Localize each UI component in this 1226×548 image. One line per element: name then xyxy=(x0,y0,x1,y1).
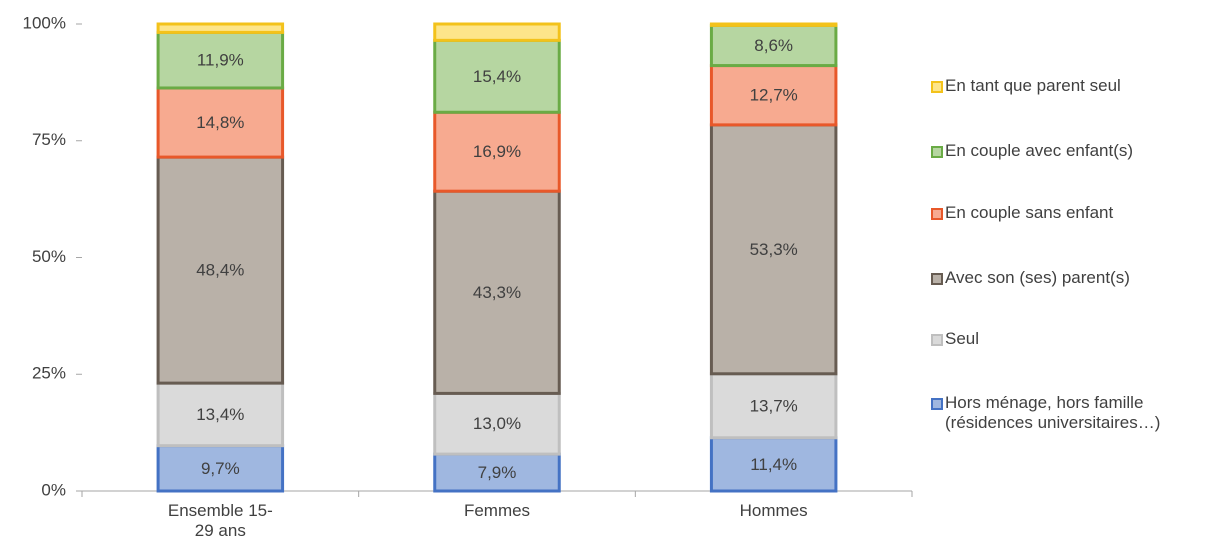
data-label: 12,7% xyxy=(750,86,798,105)
data-label: 15,4% xyxy=(473,67,521,86)
legend-label: En couple avec enfant(s) xyxy=(945,141,1134,160)
legend-label: Hors ménage, hors famille (résidences un… xyxy=(945,393,1161,432)
bar-segment xyxy=(709,436,838,493)
data-label: 48,4% xyxy=(196,261,244,280)
bar-segment xyxy=(433,110,561,193)
legend-swatch xyxy=(931,334,943,346)
legend-swatch xyxy=(931,81,943,93)
y-tick-label: 100% xyxy=(23,13,66,32)
bar-segment xyxy=(433,391,561,456)
data-label: 14,8% xyxy=(196,113,244,132)
data-label: 16,9% xyxy=(473,142,521,161)
data-label: 53,3% xyxy=(750,240,798,259)
bar-segment xyxy=(156,86,285,159)
bar-segment xyxy=(156,30,285,90)
y-tick-label: 50% xyxy=(32,247,66,266)
legend-label: En tant que parent seul xyxy=(945,76,1121,95)
legend-swatch xyxy=(931,273,943,285)
data-label: 11,9% xyxy=(197,51,244,70)
data-label: 9,7% xyxy=(201,459,240,478)
x-tick-label: Femmes xyxy=(463,501,531,520)
bar-segment xyxy=(433,452,561,493)
y-tick-label: 0% xyxy=(41,480,66,499)
data-label: 13,0% xyxy=(473,414,521,433)
bar-segment xyxy=(156,444,285,493)
bar-segment xyxy=(156,22,285,34)
data-label: 7,9% xyxy=(478,463,517,482)
legend-label: Seul xyxy=(945,329,980,348)
y-tick-label: 75% xyxy=(32,130,66,149)
y-tick-label: 25% xyxy=(32,364,66,383)
legend-swatch xyxy=(931,146,943,158)
bar-segment xyxy=(433,189,561,395)
bar-segment xyxy=(156,155,285,385)
x-tick-label: Hommes xyxy=(739,501,808,520)
bar-segment xyxy=(433,22,561,42)
legend-label: Avec son (ses) parent(s) xyxy=(945,268,1130,287)
data-label: 8,6% xyxy=(754,36,793,55)
bar-segment xyxy=(709,372,838,440)
bar-segment xyxy=(709,22,838,27)
bar-segment xyxy=(709,64,838,127)
bar-segment xyxy=(709,123,838,376)
legend-swatch xyxy=(931,398,943,410)
data-label: 13,4% xyxy=(196,405,244,424)
data-label: 11,4% xyxy=(750,455,797,474)
bar-segment xyxy=(156,381,285,448)
data-label: 13,7% xyxy=(750,396,798,415)
legend-label: En couple sans enfant xyxy=(945,203,1114,222)
data-label: 43,3% xyxy=(473,283,521,302)
legend-swatch xyxy=(931,208,943,220)
x-tick-label: Ensemble 15-29 ans xyxy=(167,501,273,540)
